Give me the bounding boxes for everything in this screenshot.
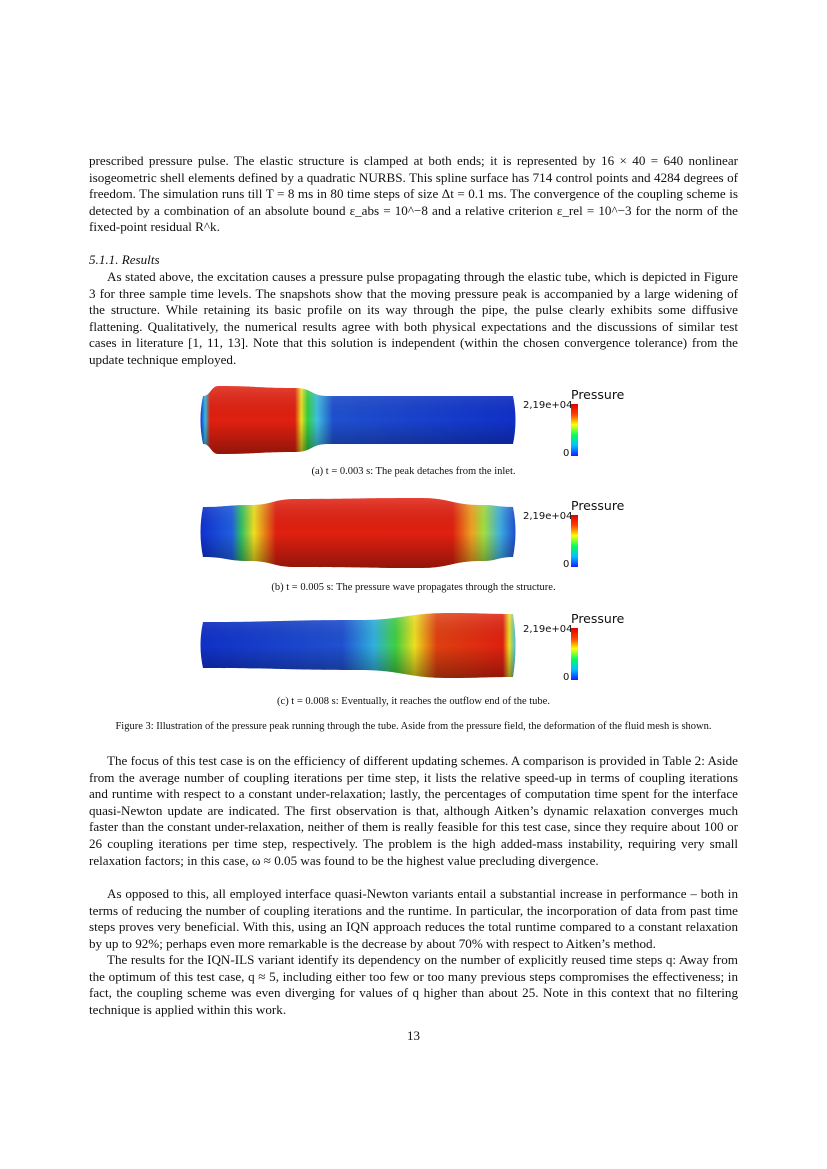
paragraph-iqn-performance: As opposed to this, all employed interfa… (89, 886, 738, 951)
colorbar (571, 515, 578, 567)
colorbar-min: 0 (563, 559, 570, 570)
colorbar (571, 404, 578, 456)
tube-shading (200, 386, 516, 454)
tube-plot-c (200, 613, 516, 678)
figure-caption: Figure 3: Illustration of the pressure p… (115, 721, 712, 732)
section-heading: 5.1.1. Results (89, 252, 160, 267)
colorbar-min: 0 (563, 448, 570, 459)
paragraph-iqn-ils: The results for the IQN-ILS variant iden… (89, 952, 738, 1017)
results-paragraph: As stated above, the excitation causes a… (89, 269, 738, 367)
colorbar-min: 0 (563, 672, 570, 683)
subfigure-a: Pressure 2,19e+04 0 (195, 382, 635, 467)
subfigure-c: Pressure 2,19e+04 0 (195, 608, 635, 693)
colorbar-max: 2,19e+04 (523, 624, 573, 635)
colorbar-title: Pressure (571, 498, 625, 513)
colorbar-max: 2,19e+04 (523, 511, 573, 522)
tube-plot-a (200, 386, 516, 454)
colorbar-title: Pressure (571, 611, 625, 626)
subfigure-caption-b: (b) t = 0.005 s: The pressure wave propa… (271, 582, 556, 593)
tube-plot-b (200, 498, 516, 568)
colorbar-max: 2,19e+04 (523, 400, 573, 411)
colorbar (571, 628, 578, 680)
tube-shading (200, 498, 516, 568)
page-number: 13 (407, 1028, 420, 1043)
subfigure-caption-a: (a) t = 0.003 s: The peak detaches from … (311, 466, 516, 477)
tube-shading (200, 613, 516, 678)
subfigure-caption-c: (c) t = 0.008 s: Eventually, it reaches … (277, 696, 550, 707)
colorbar-title: Pressure (571, 387, 625, 402)
paragraph-efficiency: The focus of this test case is on the ef… (89, 753, 738, 868)
intro-paragraph: prescribed pressure pulse. The elastic s… (89, 153, 738, 235)
subfigure-b: Pressure 2,19e+04 0 (195, 495, 635, 580)
